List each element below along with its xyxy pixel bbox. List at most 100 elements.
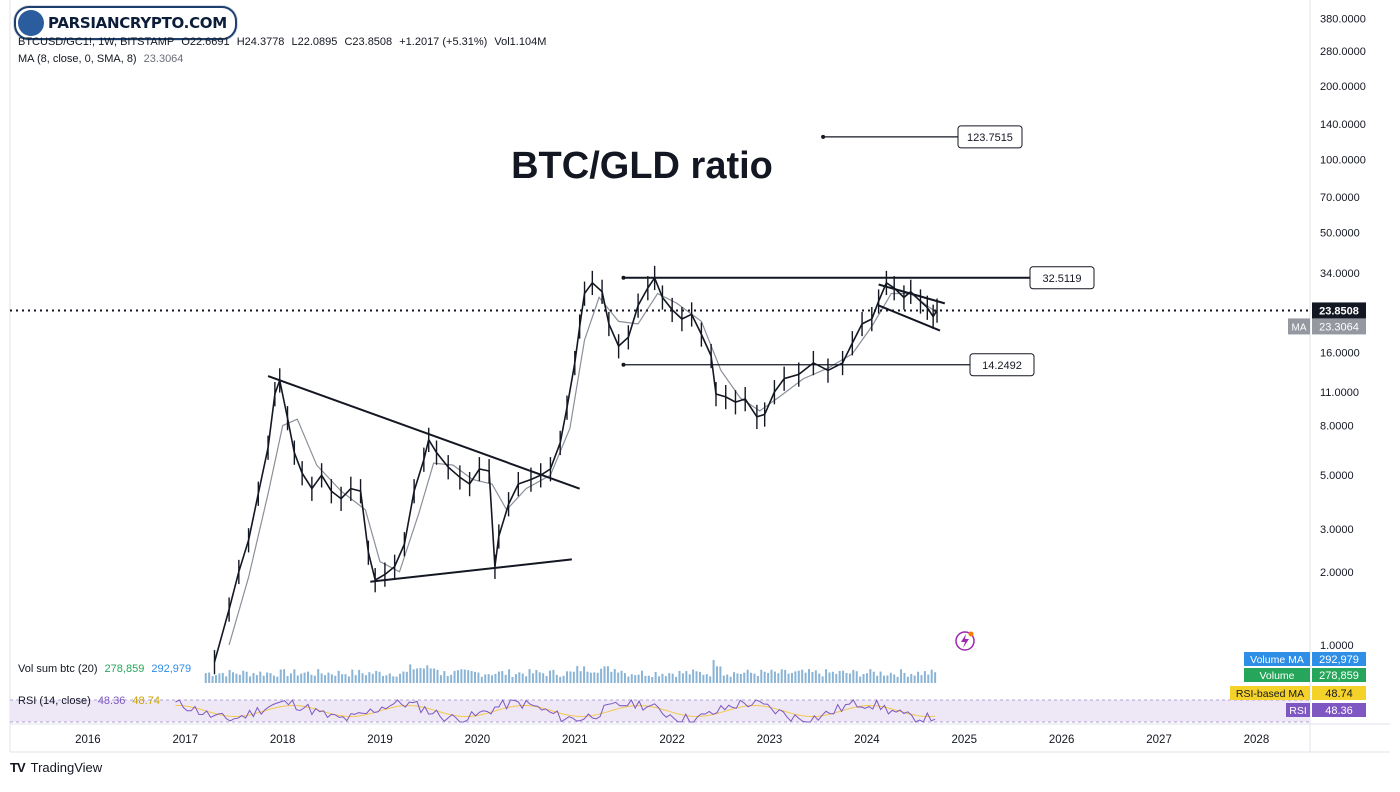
level-label-box[interactable]	[1029, 266, 1095, 290]
volume-bar	[446, 675, 449, 683]
volume-bar	[825, 669, 828, 683]
volume-bar	[463, 669, 466, 683]
lightning-icon[interactable]	[955, 631, 975, 651]
volume-tag-label: Volume MA	[1250, 654, 1304, 666]
volume-bar	[787, 673, 790, 683]
volume-bar	[412, 669, 415, 683]
volume-bar	[917, 671, 920, 683]
tradingview-logo-icon: TV	[10, 760, 26, 775]
rsi-label[interactable]: RSI (14, close)	[18, 695, 91, 707]
level-label: 14.2492	[982, 360, 1022, 372]
trendline[interactable]	[370, 558, 572, 583]
volume-bar	[865, 673, 868, 683]
volume-bar	[729, 676, 732, 683]
volume-bar	[354, 675, 357, 683]
volume-legend[interactable]: Vol sum btc (20) 278,859 292,979	[18, 663, 195, 675]
volume-bar	[784, 669, 787, 683]
volume-bar	[474, 671, 477, 683]
volume-bar	[828, 672, 831, 683]
y-tick-label: 3.0000	[1320, 524, 1354, 536]
ohlc-close: C23.8508	[344, 36, 393, 48]
volume-bar	[773, 671, 776, 683]
tradingview-text[interactable]: TradingView	[30, 760, 103, 775]
symbol-legend[interactable]: BTCUSD/GC1!, 1W, BITSTAMP O22.6691 H24.3…	[18, 36, 550, 48]
volume-bar	[327, 672, 330, 683]
volume-bar	[572, 671, 575, 683]
price-line	[213, 276, 938, 663]
volume-bar	[514, 674, 517, 683]
volume-bar	[623, 673, 626, 683]
volume-bar	[494, 673, 497, 683]
volume-bar	[361, 673, 364, 683]
volume-bar	[467, 670, 470, 683]
rsi-tag-label: RSI-based MA	[1236, 688, 1304, 700]
x-tick-label: 2022	[659, 734, 685, 746]
volume-bar	[252, 673, 255, 683]
volume-bar	[358, 669, 361, 683]
volume-bar	[320, 673, 323, 683]
level-anchor-dot[interactable]	[621, 275, 626, 280]
rsi-legend[interactable]: RSI (14, close) 48.36 48.74	[18, 695, 164, 707]
volume-bar	[753, 673, 756, 683]
symbol-name[interactable]: BTCUSD/GC1!, 1W, BITSTAMP	[18, 36, 175, 48]
volume-bar	[535, 670, 538, 683]
rsi-line	[175, 698, 936, 723]
ohlc-low: L22.0895	[291, 36, 338, 48]
x-tick-label: 2020	[465, 734, 491, 746]
level-label-box[interactable]	[969, 353, 1035, 377]
volume-bar	[661, 673, 664, 683]
volume-bar	[378, 671, 381, 683]
volume-bar	[296, 675, 299, 683]
volume-bar	[392, 676, 395, 683]
volume-bar	[245, 671, 248, 683]
volume-bar	[228, 669, 231, 683]
ma-label[interactable]: MA (8, close, 0, SMA, 8)	[18, 53, 137, 65]
volume-bar	[439, 675, 442, 683]
volume-label[interactable]: Vol sum btc (20)	[18, 663, 98, 675]
volume-bar	[848, 673, 851, 683]
level-anchor-dot[interactable]	[621, 362, 626, 367]
volume-bar	[337, 670, 340, 683]
ma-value: 23.3064	[143, 53, 184, 65]
volume-bar	[436, 669, 439, 683]
plot-background	[10, 0, 1310, 752]
volume-bar	[344, 674, 347, 683]
volume-bar	[811, 671, 814, 683]
y-tick-label: 70.0000	[1320, 192, 1360, 204]
footer-brand[interactable]: TV TradingView	[10, 760, 102, 775]
volume-bar	[794, 671, 797, 683]
volume-bar	[497, 671, 500, 683]
volume-bar	[692, 669, 695, 683]
volume-bar	[705, 674, 708, 683]
x-tick-label: 2018	[270, 734, 296, 746]
volume-bar	[896, 676, 899, 683]
trendline[interactable]	[878, 283, 946, 305]
trendline[interactable]	[267, 375, 581, 490]
y-tick-label: 50.0000	[1320, 227, 1360, 239]
volume-bar	[658, 676, 661, 683]
volume-bar	[429, 668, 432, 683]
x-tick-label: 2026	[1049, 734, 1075, 746]
level-label-box[interactable]	[957, 125, 1023, 149]
volume-bar	[835, 673, 838, 683]
volume-bar	[238, 674, 241, 683]
volume-bar	[715, 666, 718, 683]
volume-bar	[460, 669, 463, 683]
volume-bar	[842, 670, 845, 683]
volume-bar	[548, 670, 551, 683]
ma-legend[interactable]: MA (8, close, 0, SMA, 8) 23.3064	[18, 53, 187, 65]
volume-bar	[746, 669, 749, 683]
level-anchor-dot[interactable]	[821, 134, 826, 139]
legend-volume: Vol1.104M	[494, 36, 547, 48]
volume-bar	[893, 674, 896, 683]
volume-bar	[675, 676, 678, 683]
volume-bar	[484, 674, 487, 683]
trendline[interactable]	[878, 304, 941, 332]
last-price-label: 23.8508	[1319, 305, 1359, 317]
x-tick-label: 2021	[562, 734, 588, 746]
volume-bar	[501, 671, 504, 683]
volume-bar	[879, 671, 882, 683]
volume-bar	[399, 673, 402, 683]
